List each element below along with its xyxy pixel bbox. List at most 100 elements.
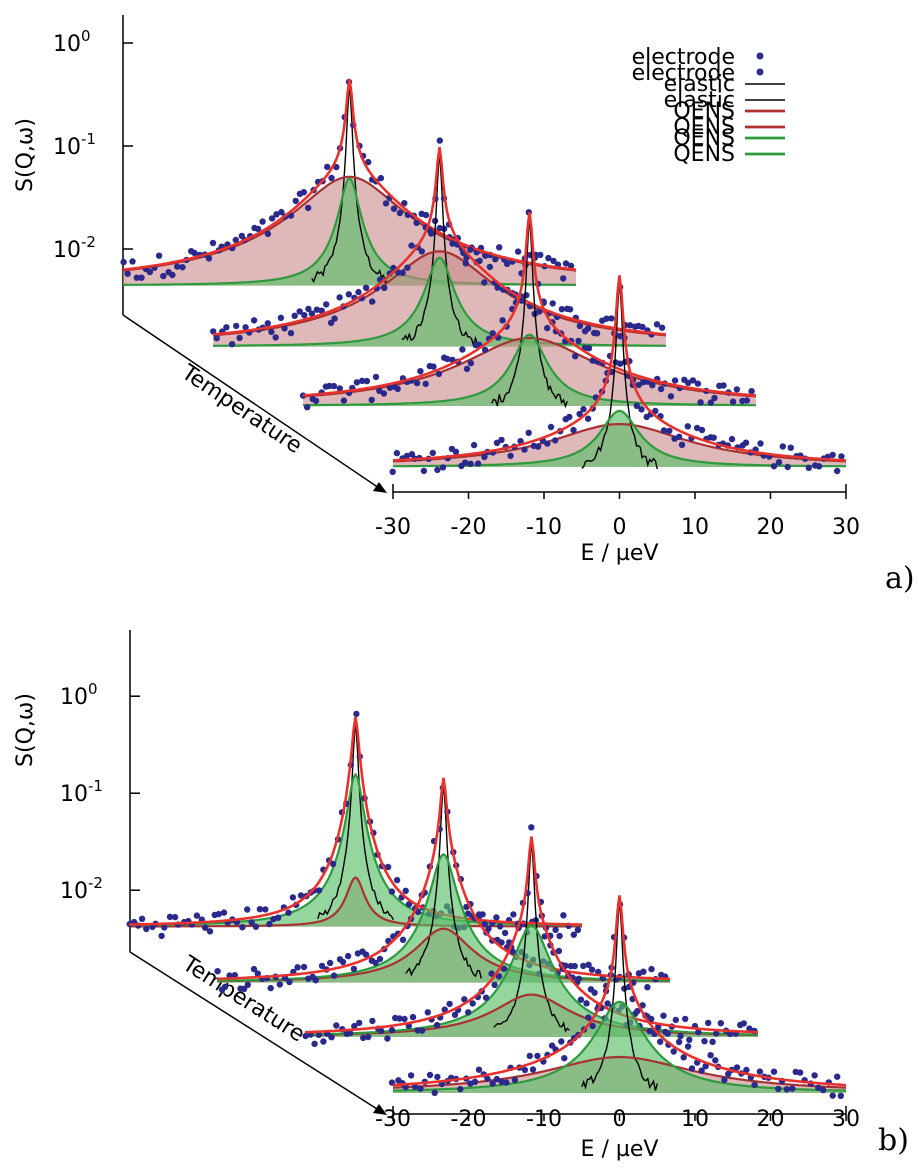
total-fit-line bbox=[129, 716, 582, 926]
electrode-data-point bbox=[550, 257, 557, 265]
electrode-data-point bbox=[461, 459, 469, 466]
electrode-data-point bbox=[266, 920, 273, 928]
electrode-data-point bbox=[526, 1052, 533, 1060]
electrode-data-point bbox=[359, 377, 366, 384]
electrode-data-point bbox=[648, 965, 655, 973]
electrode-data-point bbox=[250, 965, 258, 973]
electrode-data-point bbox=[667, 393, 675, 400]
electrode-data-point bbox=[770, 1068, 778, 1075]
electrode-data-point bbox=[475, 911, 483, 918]
electrode-data-point bbox=[558, 306, 566, 313]
electrode-data-point bbox=[369, 1017, 376, 1025]
electrode-data-point bbox=[713, 1030, 720, 1037]
electrode-data-point bbox=[566, 413, 573, 421]
electrode-data-point bbox=[662, 1028, 669, 1036]
electrode-data-point bbox=[534, 443, 542, 450]
electrode-data-point bbox=[570, 426, 577, 434]
electrode-data-point bbox=[356, 1019, 363, 1027]
electrode-data-point bbox=[324, 163, 331, 171]
electrode-data-point bbox=[394, 385, 401, 392]
legend-marker-electrode bbox=[756, 52, 764, 60]
electrode-data-point bbox=[709, 1038, 716, 1046]
electrode-data-point bbox=[498, 939, 505, 946]
electrode-data-point bbox=[694, 380, 702, 387]
temperature-arrowhead bbox=[373, 482, 387, 493]
electrode-data-point bbox=[684, 1043, 692, 1050]
electrode-data-point bbox=[461, 996, 468, 1003]
electrode-data-point bbox=[449, 240, 456, 247]
electrode-data-point bbox=[297, 892, 305, 899]
x-tick-label: -30 bbox=[375, 1107, 411, 1132]
electrode-data-point bbox=[291, 312, 298, 319]
electrode-data-point bbox=[393, 449, 401, 457]
electrode-data-point bbox=[239, 924, 246, 931]
electrode-data-point bbox=[418, 1027, 426, 1034]
electrode-data-point bbox=[179, 264, 186, 271]
electrode-data-point bbox=[129, 258, 136, 265]
electrode-data-point bbox=[742, 439, 750, 446]
electrode-data-point bbox=[675, 1038, 683, 1046]
electrode-data-point bbox=[485, 925, 492, 932]
y-tick-exponent: -2 bbox=[81, 233, 96, 251]
electrode-data-point bbox=[547, 423, 555, 431]
electrode-data-point bbox=[329, 860, 337, 868]
qens-green-fill bbox=[217, 854, 670, 983]
electrode-data-point bbox=[446, 1000, 453, 1008]
x-axis-label: E / µeV bbox=[581, 1137, 659, 1162]
electrode-data-point bbox=[396, 1015, 403, 1022]
electrode-data-point bbox=[733, 1064, 741, 1071]
electrode-data-point bbox=[748, 388, 755, 395]
electrode-data-point bbox=[576, 322, 584, 330]
y-tick-label: 10-2 bbox=[53, 233, 96, 263]
electrode-data-point bbox=[499, 317, 506, 324]
qens-green-fill bbox=[393, 410, 846, 467]
electrode-data-point bbox=[675, 433, 683, 440]
electrode-data-point bbox=[206, 928, 214, 935]
electrode-data-point bbox=[426, 1071, 434, 1079]
electrode-data-point bbox=[570, 931, 577, 938]
electrode-data-point bbox=[417, 1085, 424, 1092]
qens-red-line bbox=[122, 175, 577, 272]
electrode-data-point bbox=[459, 346, 466, 353]
electrode-data-point bbox=[725, 1070, 732, 1078]
electrode-data-point bbox=[434, 466, 441, 474]
electrode-data-point bbox=[236, 334, 243, 342]
qens-green-fill bbox=[123, 178, 576, 286]
electrode-data-point bbox=[191, 249, 198, 257]
electrode-data-point bbox=[430, 363, 437, 370]
electrode-data-point bbox=[493, 914, 500, 921]
electrode-data-point bbox=[327, 319, 335, 327]
electrode-data-point bbox=[273, 211, 280, 218]
electrode-data-point bbox=[509, 948, 516, 955]
electrode-data-point bbox=[678, 441, 686, 448]
electrode-data-point bbox=[720, 382, 727, 389]
electrode-data-point bbox=[498, 1078, 505, 1086]
electrode-data-point bbox=[417, 368, 424, 375]
electrode-data-point bbox=[372, 373, 380, 381]
qens-green-fill bbox=[393, 1001, 846, 1093]
electrode-data-point bbox=[496, 244, 503, 251]
electrode-data-point bbox=[267, 984, 274, 992]
electrode-data-point bbox=[133, 274, 140, 281]
electrode-data-point bbox=[672, 1016, 679, 1024]
electrode-data-point bbox=[232, 236, 239, 244]
electrode-data-point bbox=[517, 438, 524, 445]
electrode-data-point bbox=[697, 399, 704, 406]
electrode-data-point bbox=[470, 441, 478, 449]
electrode-data-point bbox=[544, 440, 551, 447]
electrode-data-point bbox=[277, 314, 285, 321]
electrode-data-point bbox=[787, 444, 794, 451]
temperature-label: Temperature bbox=[176, 360, 306, 459]
electrode-data-point bbox=[365, 1033, 372, 1041]
y-tick-label: 100 bbox=[60, 680, 98, 710]
electrode-data-point bbox=[381, 284, 388, 292]
electrode-data-point bbox=[256, 906, 264, 913]
electrode-data-point bbox=[404, 264, 411, 271]
electrode-data-point bbox=[493, 1075, 501, 1083]
electrode-data-point bbox=[405, 901, 413, 908]
electrode-data-point bbox=[465, 1009, 472, 1016]
electrode-data-point bbox=[510, 911, 517, 918]
electrode-data-point bbox=[160, 272, 167, 280]
y-tick-exponent: -1 bbox=[88, 777, 103, 795]
electrode-data-point bbox=[380, 390, 388, 397]
